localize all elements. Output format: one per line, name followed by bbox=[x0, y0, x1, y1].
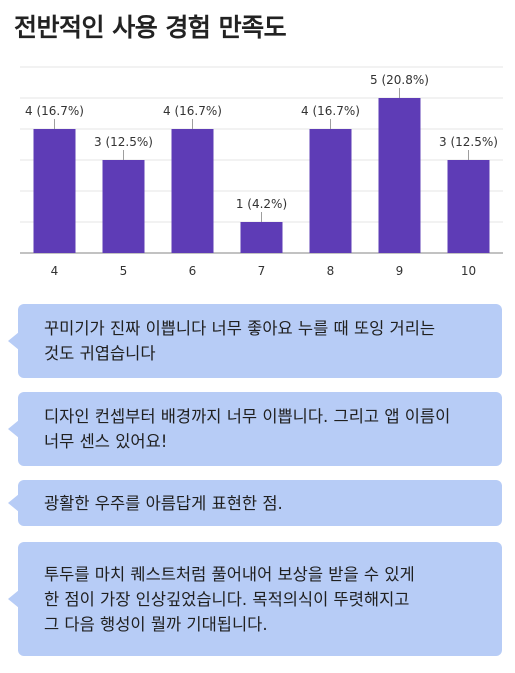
bar bbox=[378, 98, 421, 253]
bubble-tail bbox=[8, 420, 19, 438]
bar bbox=[171, 129, 214, 253]
x-tick-label: 4 bbox=[51, 264, 59, 278]
data-label: 5 (20.8%) bbox=[370, 73, 429, 87]
bar bbox=[240, 222, 283, 253]
comment-bubble: 광활한 우주를 아름답게 표현한 점. bbox=[8, 480, 502, 526]
data-label: 3 (12.5%) bbox=[94, 135, 153, 149]
comment-line: 광활한 우주를 아름답게 표현한 점. bbox=[44, 493, 283, 513]
bar-chart: 4 (16.7%) 4 3 (12.5%) 5 4 (16.7%) 6 1 (4.2%) 7 4… bbox=[20, 66, 503, 278]
bar bbox=[33, 129, 76, 253]
data-label: 3 (12.5%) bbox=[439, 135, 498, 149]
x-tick-label: 9 bbox=[396, 264, 404, 278]
data-label: 4 (16.7%) bbox=[301, 104, 360, 118]
page-title: 전반적인 사용 경험 만족도 bbox=[14, 13, 287, 42]
bubble-tail bbox=[8, 494, 19, 512]
comment-line: 그 다음 행성이 뭘까 기대됩니다. bbox=[44, 614, 268, 634]
comment-line: 것도 귀엽습니다 bbox=[44, 344, 156, 363]
comment-bubble: 투두를 마치 퀘스트처럼 풀어내어 보상을 받을 수 있게 한 점이 가장 인상… bbox=[8, 542, 502, 656]
bubble-tail bbox=[8, 590, 19, 608]
bar bbox=[447, 160, 490, 253]
x-tick-label: 5 bbox=[120, 264, 128, 278]
comment-line: 너무 센스 있어요! bbox=[44, 432, 168, 451]
x-tick-label: 7 bbox=[258, 264, 266, 278]
comment-line: 디자인 컨셉부터 배경까지 너무 이쁩니다. 그리고 앱 이름이 bbox=[44, 407, 451, 426]
comment-line: 꾸미기가 진짜 이쁩니다 너무 좋아요 누를 때 또잉 거리는 bbox=[44, 319, 436, 338]
comment-line: 투두를 마치 퀘스트처럼 풀어내어 보상을 받을 수 있게 bbox=[44, 564, 415, 584]
data-label: 1 (4.2%) bbox=[236, 197, 287, 211]
data-label: 4 (16.7%) bbox=[163, 104, 222, 118]
x-tick-label: 8 bbox=[327, 264, 335, 278]
data-label: 4 (16.7%) bbox=[25, 104, 84, 118]
bar bbox=[102, 160, 145, 253]
comment-bubble: 꾸미기가 진짜 이쁩니다 너무 좋아요 누를 때 또잉 거리는 것도 귀엽습니다 bbox=[8, 304, 502, 378]
x-tick-label: 10 bbox=[461, 264, 476, 278]
bar bbox=[309, 129, 352, 253]
comment-line: 한 점이 가장 인상깊었습니다. 목적의식이 뚜렷해지고 bbox=[44, 589, 410, 609]
x-tick-label: 6 bbox=[189, 264, 197, 278]
bubble-tail bbox=[8, 332, 19, 350]
comment-bubble: 디자인 컨셉부터 배경까지 너무 이쁩니다. 그리고 앱 이름이 너무 센스 있… bbox=[8, 392, 502, 466]
